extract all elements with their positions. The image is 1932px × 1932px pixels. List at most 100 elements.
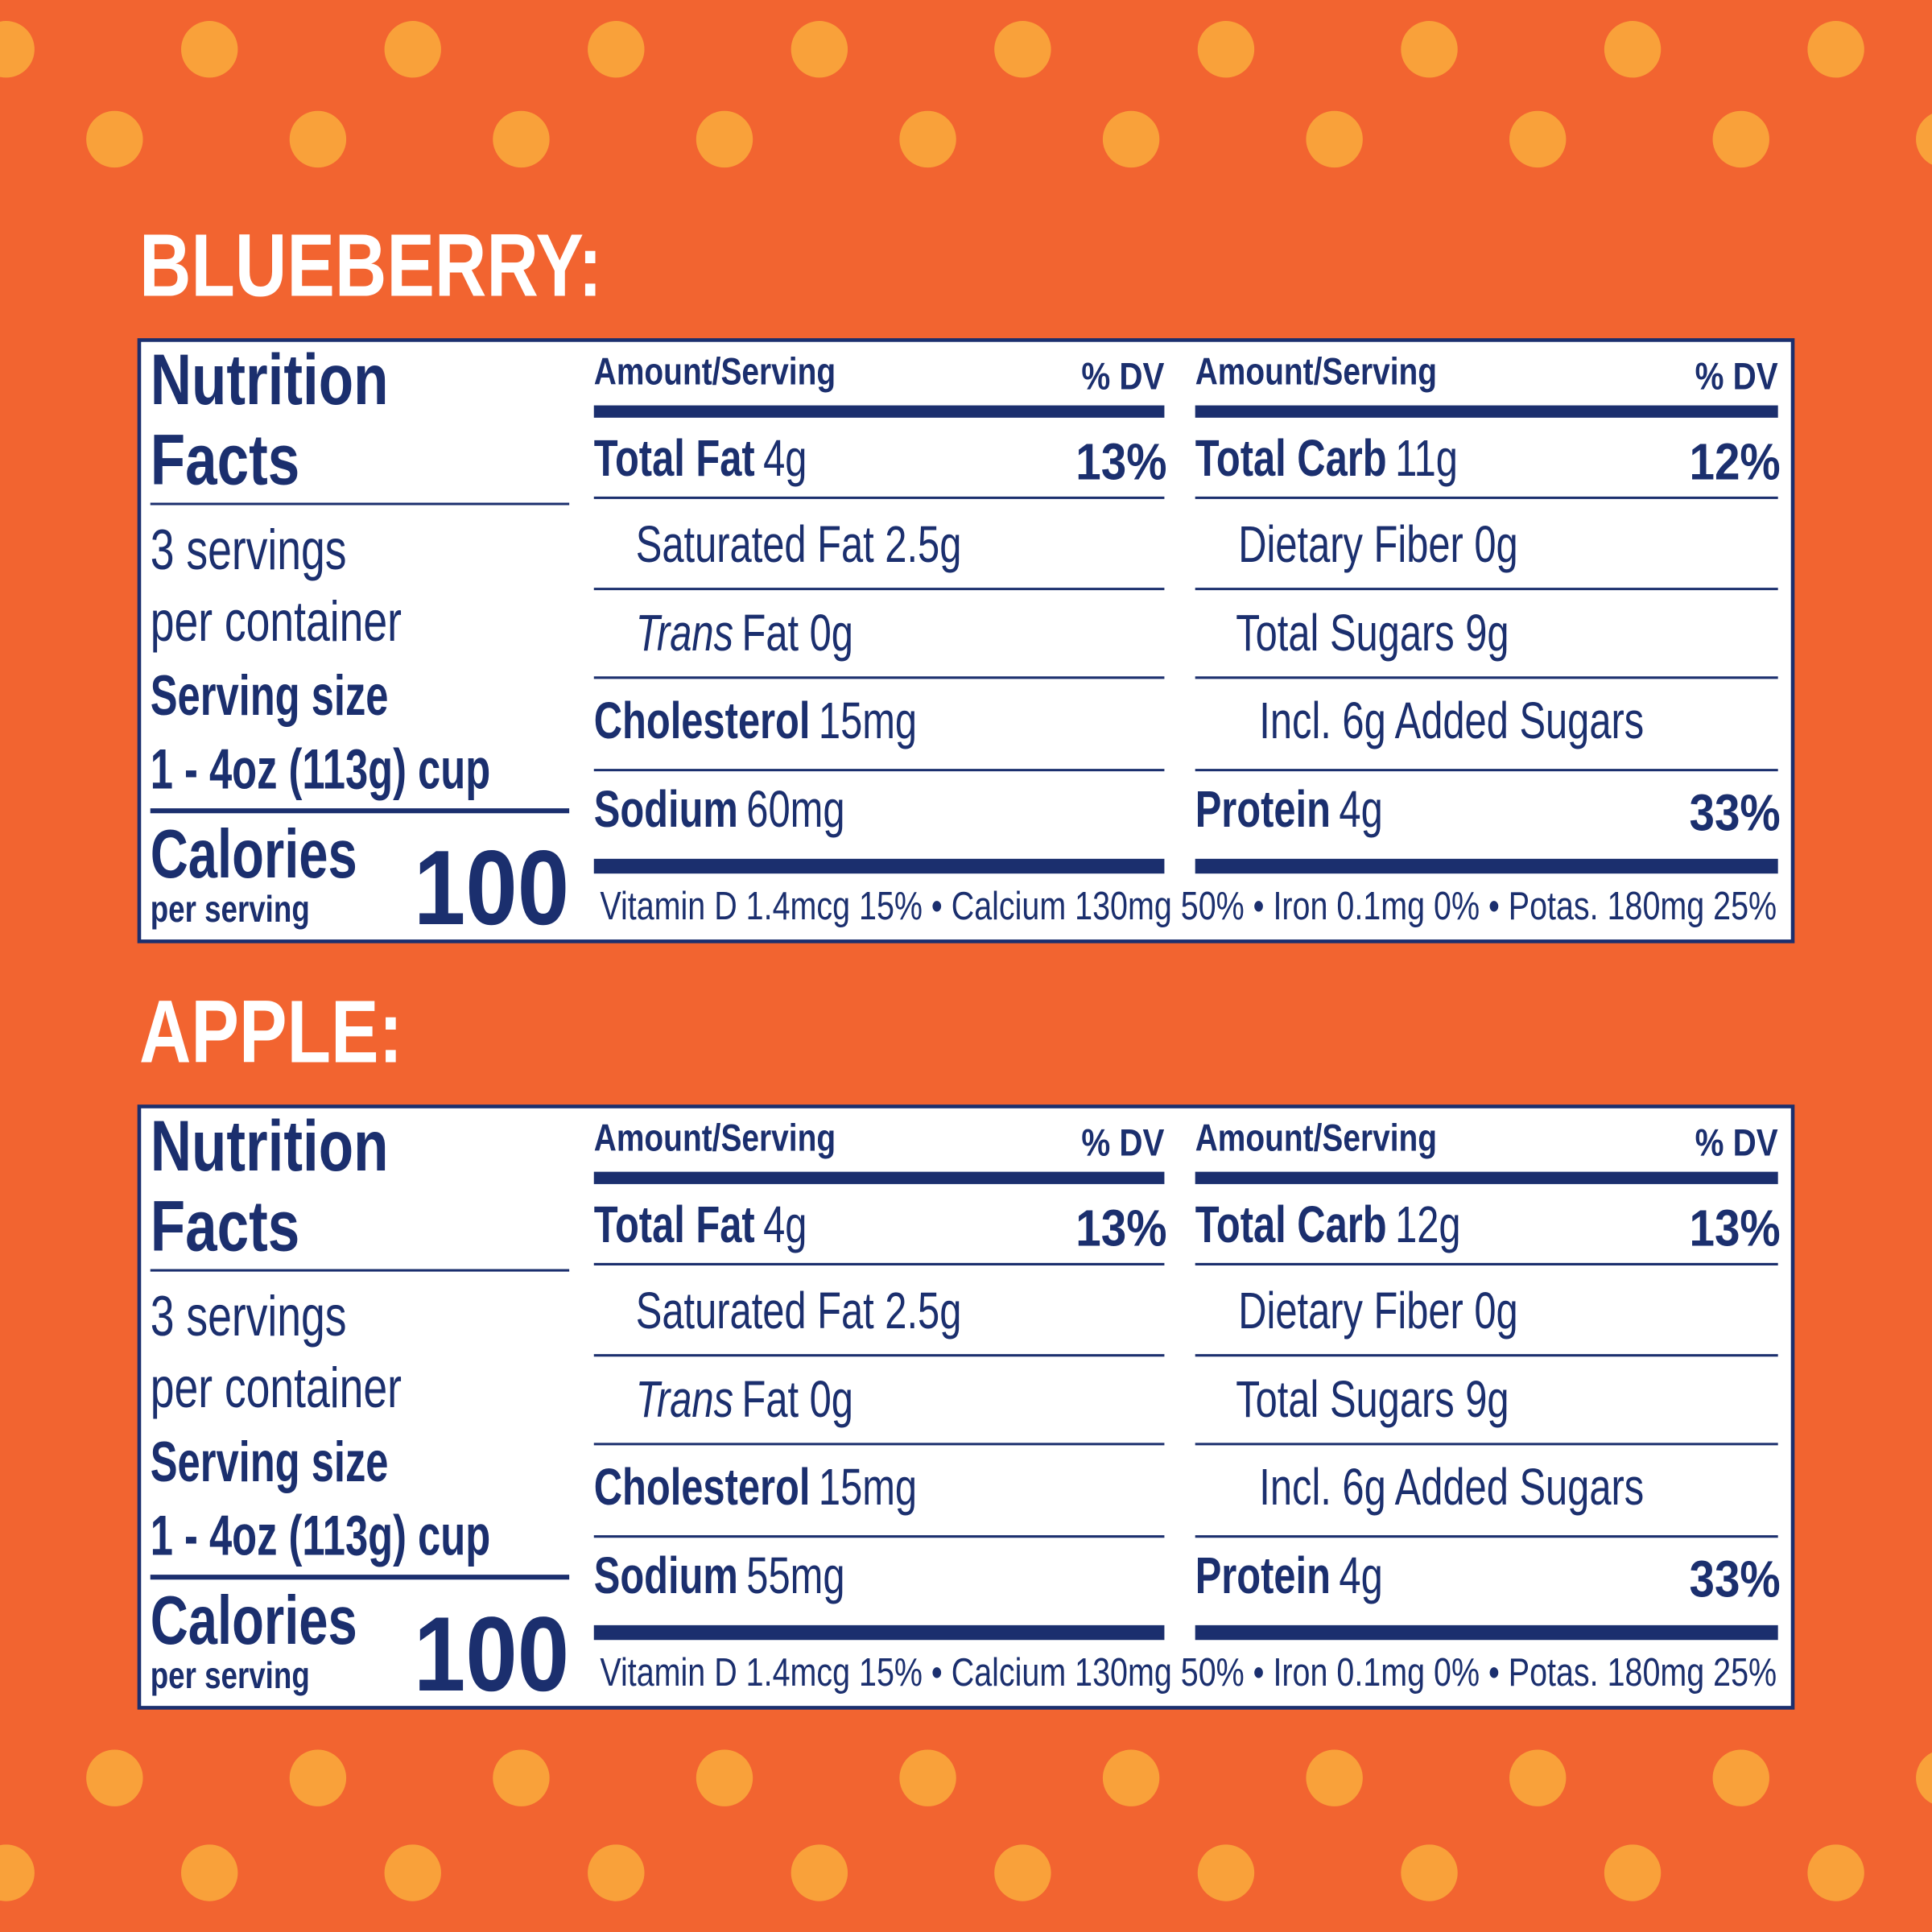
daily-value: 13% — [1075, 432, 1166, 490]
nutrient-row-part: Total Fat — [594, 429, 755, 487]
serving-size: 1 - 4oz (113g) cup — [151, 1503, 490, 1567]
title: Facts — [151, 1187, 299, 1266]
nutrient-row-part: Total Sugars 9g — [1236, 605, 1509, 663]
nutrient-row-part: Dietary Fiber 0g — [1238, 516, 1517, 574]
nutrient-row-part: 15mg — [819, 691, 917, 749]
nutrient-row: Dietary Fiber 0g — [1238, 1282, 1517, 1340]
nutrient-row-part: Total Carb — [1195, 429, 1387, 487]
thick-bar — [1195, 405, 1778, 418]
dot — [1604, 1844, 1662, 1901]
nutrient-row: Sodium 60mg — [594, 781, 845, 839]
nutrient-row-part: 15mg — [819, 1458, 917, 1516]
dot — [1604, 21, 1662, 78]
nutrient-row: Dietary Fiber 0g — [1238, 516, 1517, 574]
daily-value: 13% — [1075, 1199, 1166, 1257]
nutrient-row-part: Cholesterol — [594, 691, 811, 749]
daily-value: 13% — [1690, 1199, 1781, 1257]
nutrient-row-part: 60mg — [746, 781, 844, 839]
title: Nutrition — [151, 341, 389, 420]
nutrient-row: Total Carb 11g — [1195, 429, 1458, 487]
dot — [493, 110, 550, 168]
nutrient-row: Incl. 6g Added Sugars — [1259, 1458, 1644, 1516]
dot — [1916, 114, 1932, 165]
column-header-dv: % DV — [1081, 1122, 1165, 1165]
nutrient-row-part: Total Fat — [594, 1195, 755, 1253]
dot — [1197, 1844, 1255, 1901]
thick-bar — [593, 1171, 1165, 1184]
servings: per container — [151, 1356, 402, 1420]
servings: 3 servings — [151, 1285, 347, 1348]
nutrient-row-part: Incl. 6g Added Sugars — [1259, 691, 1644, 749]
nutrient-row: Saturated Fat 2.5g — [636, 516, 962, 574]
nutrient-row-part: Total Carb — [1195, 1195, 1387, 1253]
heading: BLUEBERRY: — [139, 216, 602, 315]
column-header-dv: % DV — [1695, 1122, 1779, 1165]
nutrient-row-part: Incl. 6g Added Sugars — [1259, 1458, 1644, 1516]
dot — [791, 1844, 848, 1901]
vitamins: Vitamin D 1.4mcg 15% • Calcium 130mg 50%… — [600, 1651, 1777, 1695]
dot — [1401, 21, 1458, 78]
nutrient-row-part: Sodium — [594, 1547, 738, 1605]
calories-sub: per serving — [151, 1654, 310, 1696]
dot — [994, 21, 1051, 78]
dot — [899, 110, 956, 168]
thick-bar — [1195, 1171, 1778, 1184]
nutrient-row-part: Sodium — [594, 781, 738, 839]
nutrient-row-part: Dietary Fiber 0g — [1238, 1282, 1517, 1340]
nutrient-row-part: 55mg — [746, 1547, 844, 1605]
column-header: Amount/Serving — [1195, 1117, 1437, 1159]
column-header-dv: % DV — [1081, 356, 1165, 398]
title: Nutrition — [151, 1107, 389, 1187]
dot — [493, 1749, 550, 1806]
label-box — [137, 338, 1795, 943]
serving-size-label: Serving size — [151, 1430, 389, 1493]
thick-bar — [593, 858, 1165, 874]
nutrient-row-part: Trans — [636, 1371, 733, 1429]
dot — [0, 21, 35, 78]
dot — [1509, 110, 1567, 168]
nutrient-row-part: Saturated Fat 2.5g — [636, 1282, 962, 1340]
daily-value: 33% — [1690, 1550, 1781, 1608]
dot — [0, 1844, 35, 1901]
thick-bar — [593, 1624, 1165, 1641]
thick-bar — [1195, 858, 1778, 874]
nutrient-row-part: 4g — [763, 1195, 807, 1253]
column-header: Amount/Serving — [594, 351, 836, 393]
nutrient-row-part: Total Sugars 9g — [1236, 1371, 1509, 1429]
serving-size: 1 - 4oz (113g) cup — [151, 737, 490, 800]
dot — [1102, 1749, 1160, 1806]
dot — [1197, 21, 1255, 78]
nutrient-row: Cholesterol 15mg — [594, 1458, 917, 1516]
serving-size-label: Serving size — [151, 663, 389, 726]
column-header: Amount/Serving — [1195, 351, 1437, 393]
label-box — [137, 1104, 1795, 1710]
nutrient-row-part: 11g — [1395, 429, 1458, 487]
column-header: Amount/Serving — [594, 1117, 836, 1159]
title: Facts — [151, 420, 299, 500]
dot — [696, 110, 753, 168]
nutrient-row: Protein 4g — [1195, 781, 1383, 839]
nutrient-row: Sodium 55mg — [594, 1547, 845, 1605]
dot — [181, 21, 238, 78]
calories-sub: per serving — [151, 888, 310, 930]
nutrient-row-part: Cholesterol — [594, 1458, 811, 1516]
dot — [899, 1749, 956, 1806]
dot — [994, 1844, 1051, 1901]
calories-value: 100 — [414, 1596, 569, 1714]
nutrient-row-part: Saturated Fat 2.5g — [636, 516, 962, 574]
dot — [1401, 1844, 1458, 1901]
vitamins: Vitamin D 1.4mcg 15% • Calcium 130mg 50%… — [600, 885, 1777, 928]
nutrient-row-part: Fat 0g — [741, 1371, 852, 1429]
dot — [791, 21, 848, 78]
dot — [289, 1749, 347, 1806]
servings: per container — [151, 590, 402, 654]
dot — [289, 110, 347, 168]
dot — [1509, 1749, 1567, 1806]
dot — [696, 1749, 753, 1806]
nutrient-row-part: 12g — [1395, 1195, 1460, 1253]
nutrient-row-part: 4g — [763, 429, 807, 487]
servings: 3 servings — [151, 518, 347, 582]
dot — [1102, 110, 1160, 168]
